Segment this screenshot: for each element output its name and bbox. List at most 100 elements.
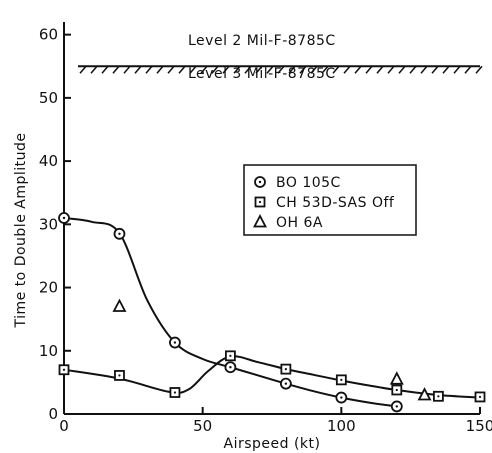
hatch-mark	[112, 65, 120, 74]
legend-box	[243, 164, 417, 236]
hatch-mark	[365, 65, 373, 74]
y-tick-label: 30	[39, 215, 58, 233]
hatch-mark	[200, 65, 208, 74]
hatch-mark	[79, 65, 87, 74]
hatch-mark	[431, 65, 439, 74]
hatch-mark	[178, 65, 186, 74]
data-point-circle	[169, 336, 181, 349]
square-marker-dot	[395, 388, 398, 392]
y-tick-label: 20	[39, 279, 58, 297]
hatch-mark	[145, 65, 153, 74]
hatch-mark	[222, 65, 230, 74]
square-marker-dot	[284, 368, 287, 371]
data-point-square	[169, 387, 181, 398]
plot-area: 0 10 20 30 40 50 60 0 50 100 150	[39, 22, 492, 435]
hatch-mark	[343, 65, 351, 74]
data-point-circle	[224, 361, 237, 374]
hatch-mark	[156, 65, 164, 74]
hatch-mark	[288, 65, 296, 74]
legend-marker-square	[254, 196, 266, 208]
hatch-mark	[211, 65, 219, 74]
hatch-mark	[244, 65, 252, 74]
hatch-mark	[354, 65, 362, 74]
square-marker-dot	[118, 374, 121, 377]
data-point-triangle	[389, 371, 404, 385]
data-point-square	[432, 390, 444, 402]
data-point-square	[280, 363, 292, 375]
series-markers	[58, 212, 486, 413]
legend-item: CH 53D-SAS Off	[254, 195, 395, 211]
square-marker-dot	[62, 368, 66, 371]
data-point-triangle	[112, 298, 127, 312]
legend-item: OH 6A	[253, 214, 323, 231]
reference-label-level-3: Level 3 Mil-F-8785C	[188, 66, 336, 82]
hatch-mark	[277, 65, 285, 74]
hatch-mark	[233, 65, 241, 74]
legend-label: BO 105C	[276, 175, 341, 191]
hatch-mark	[409, 65, 417, 74]
hatch-mark	[332, 65, 340, 74]
circle-marker-dot	[284, 382, 288, 385]
hatch-mark	[453, 65, 461, 74]
series-curves	[63, 217, 481, 408]
legend-item: BO 105C	[254, 175, 341, 191]
data-point-circle	[113, 227, 126, 240]
circle-marker-dot	[340, 396, 343, 399]
hatch-mark	[398, 65, 406, 74]
legend-marker-circle	[254, 176, 266, 188]
hatch-mark	[167, 65, 175, 74]
data-point-circle	[390, 400, 403, 413]
legend-label: OH 6A	[276, 215, 323, 231]
square-marker-dot	[229, 354, 232, 357]
data-point-square	[474, 391, 486, 403]
hatch-mark	[266, 65, 274, 74]
y-tick-label: 10	[39, 342, 58, 360]
data-point-square	[335, 374, 347, 386]
data-point-circle	[335, 391, 348, 404]
hatch-mark	[134, 65, 142, 74]
legend: BO 105C CH 53D-SAS Off OH 6A	[243, 164, 417, 236]
reference-label-level-2: Level 2 Mil-F-8785C	[188, 33, 336, 49]
data-point-square	[224, 350, 236, 362]
reference-hatching	[79, 65, 483, 74]
data-point-triangle	[417, 387, 432, 401]
square-marker-dot	[173, 391, 177, 394]
series-curve-square	[63, 355, 481, 399]
x-axis-title: Airspeed (kt)	[224, 436, 321, 452]
circle-marker-dot	[173, 341, 177, 344]
square-marker-dot	[258, 200, 262, 204]
legend-marker-triangle	[253, 214, 267, 228]
hatch-mark	[299, 65, 307, 74]
hatch-mark	[387, 65, 395, 74]
y-tick-label: 40	[39, 152, 58, 170]
hatch-mark	[420, 65, 428, 74]
hatch-mark	[464, 65, 472, 74]
data-point-square	[391, 384, 403, 396]
y-axis-title: Time to Double Amplitude	[13, 132, 29, 328]
legend-items: BO 105C CH 53D-SAS Off OH 6A	[253, 175, 395, 231]
circle-marker-dot	[62, 216, 66, 220]
data-point-square	[58, 364, 70, 376]
data-point-square	[114, 370, 125, 381]
hatch-mark	[310, 65, 318, 74]
square-marker-dot	[478, 395, 482, 399]
x-tick-label: 150	[466, 417, 492, 435]
hatch-mark	[255, 65, 263, 74]
hatch-mark	[475, 65, 483, 74]
hatch-mark	[321, 65, 329, 74]
x-tick-label: 100	[327, 417, 356, 435]
circle-marker-dot	[229, 366, 232, 369]
hatch-mark	[101, 65, 109, 74]
legend-label: CH 53D-SAS Off	[276, 195, 395, 211]
y-tick-label: 0	[48, 405, 58, 423]
x-tick-label: 0	[59, 417, 69, 435]
hatch-mark	[442, 65, 450, 74]
hatch-mark	[90, 65, 98, 74]
hatch-mark	[376, 65, 384, 74]
y-tick-label: 50	[39, 89, 58, 107]
x-tick-label: 50	[193, 417, 212, 435]
circle-marker-dot	[258, 180, 262, 184]
square-marker-dot	[437, 395, 440, 398]
circle-marker-dot	[118, 232, 121, 236]
